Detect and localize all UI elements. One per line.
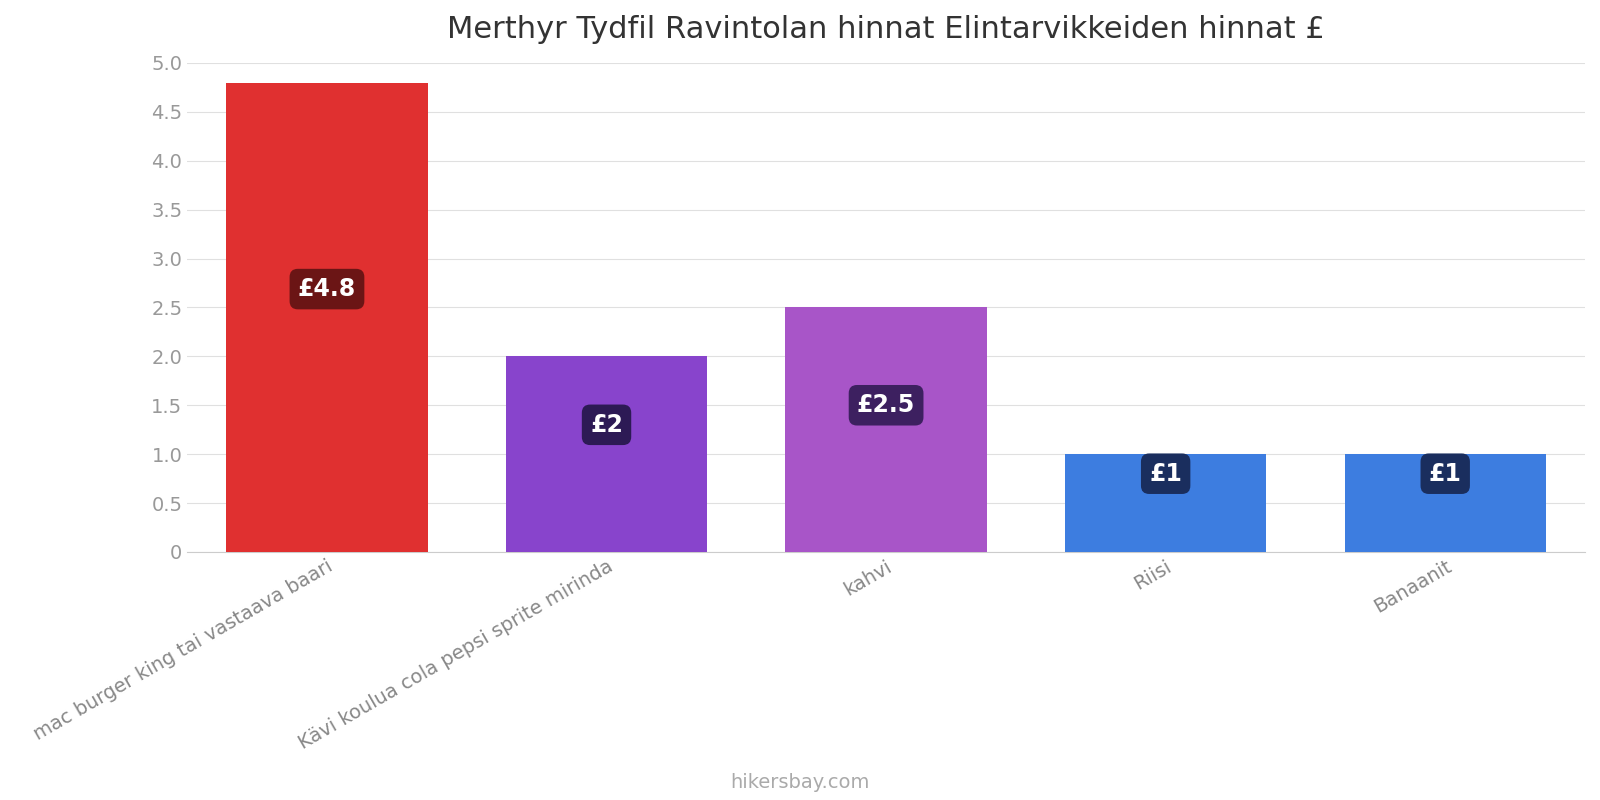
Title: Merthyr Tydfil Ravintolan hinnat Elintarvikkeiden hinnat £: Merthyr Tydfil Ravintolan hinnat Elintar…	[448, 15, 1325, 44]
Bar	[506, 356, 707, 552]
Bar	[1344, 454, 1546, 552]
Text: £2.5: £2.5	[858, 394, 915, 418]
Text: £4.8: £4.8	[298, 277, 357, 301]
Text: hikersbay.com: hikersbay.com	[730, 773, 870, 792]
Text: £1: £1	[1149, 462, 1182, 486]
Text: £1: £1	[1429, 462, 1462, 486]
Bar	[226, 82, 427, 552]
Bar	[786, 307, 987, 552]
Bar	[1066, 454, 1266, 552]
Text: £2: £2	[590, 413, 622, 437]
